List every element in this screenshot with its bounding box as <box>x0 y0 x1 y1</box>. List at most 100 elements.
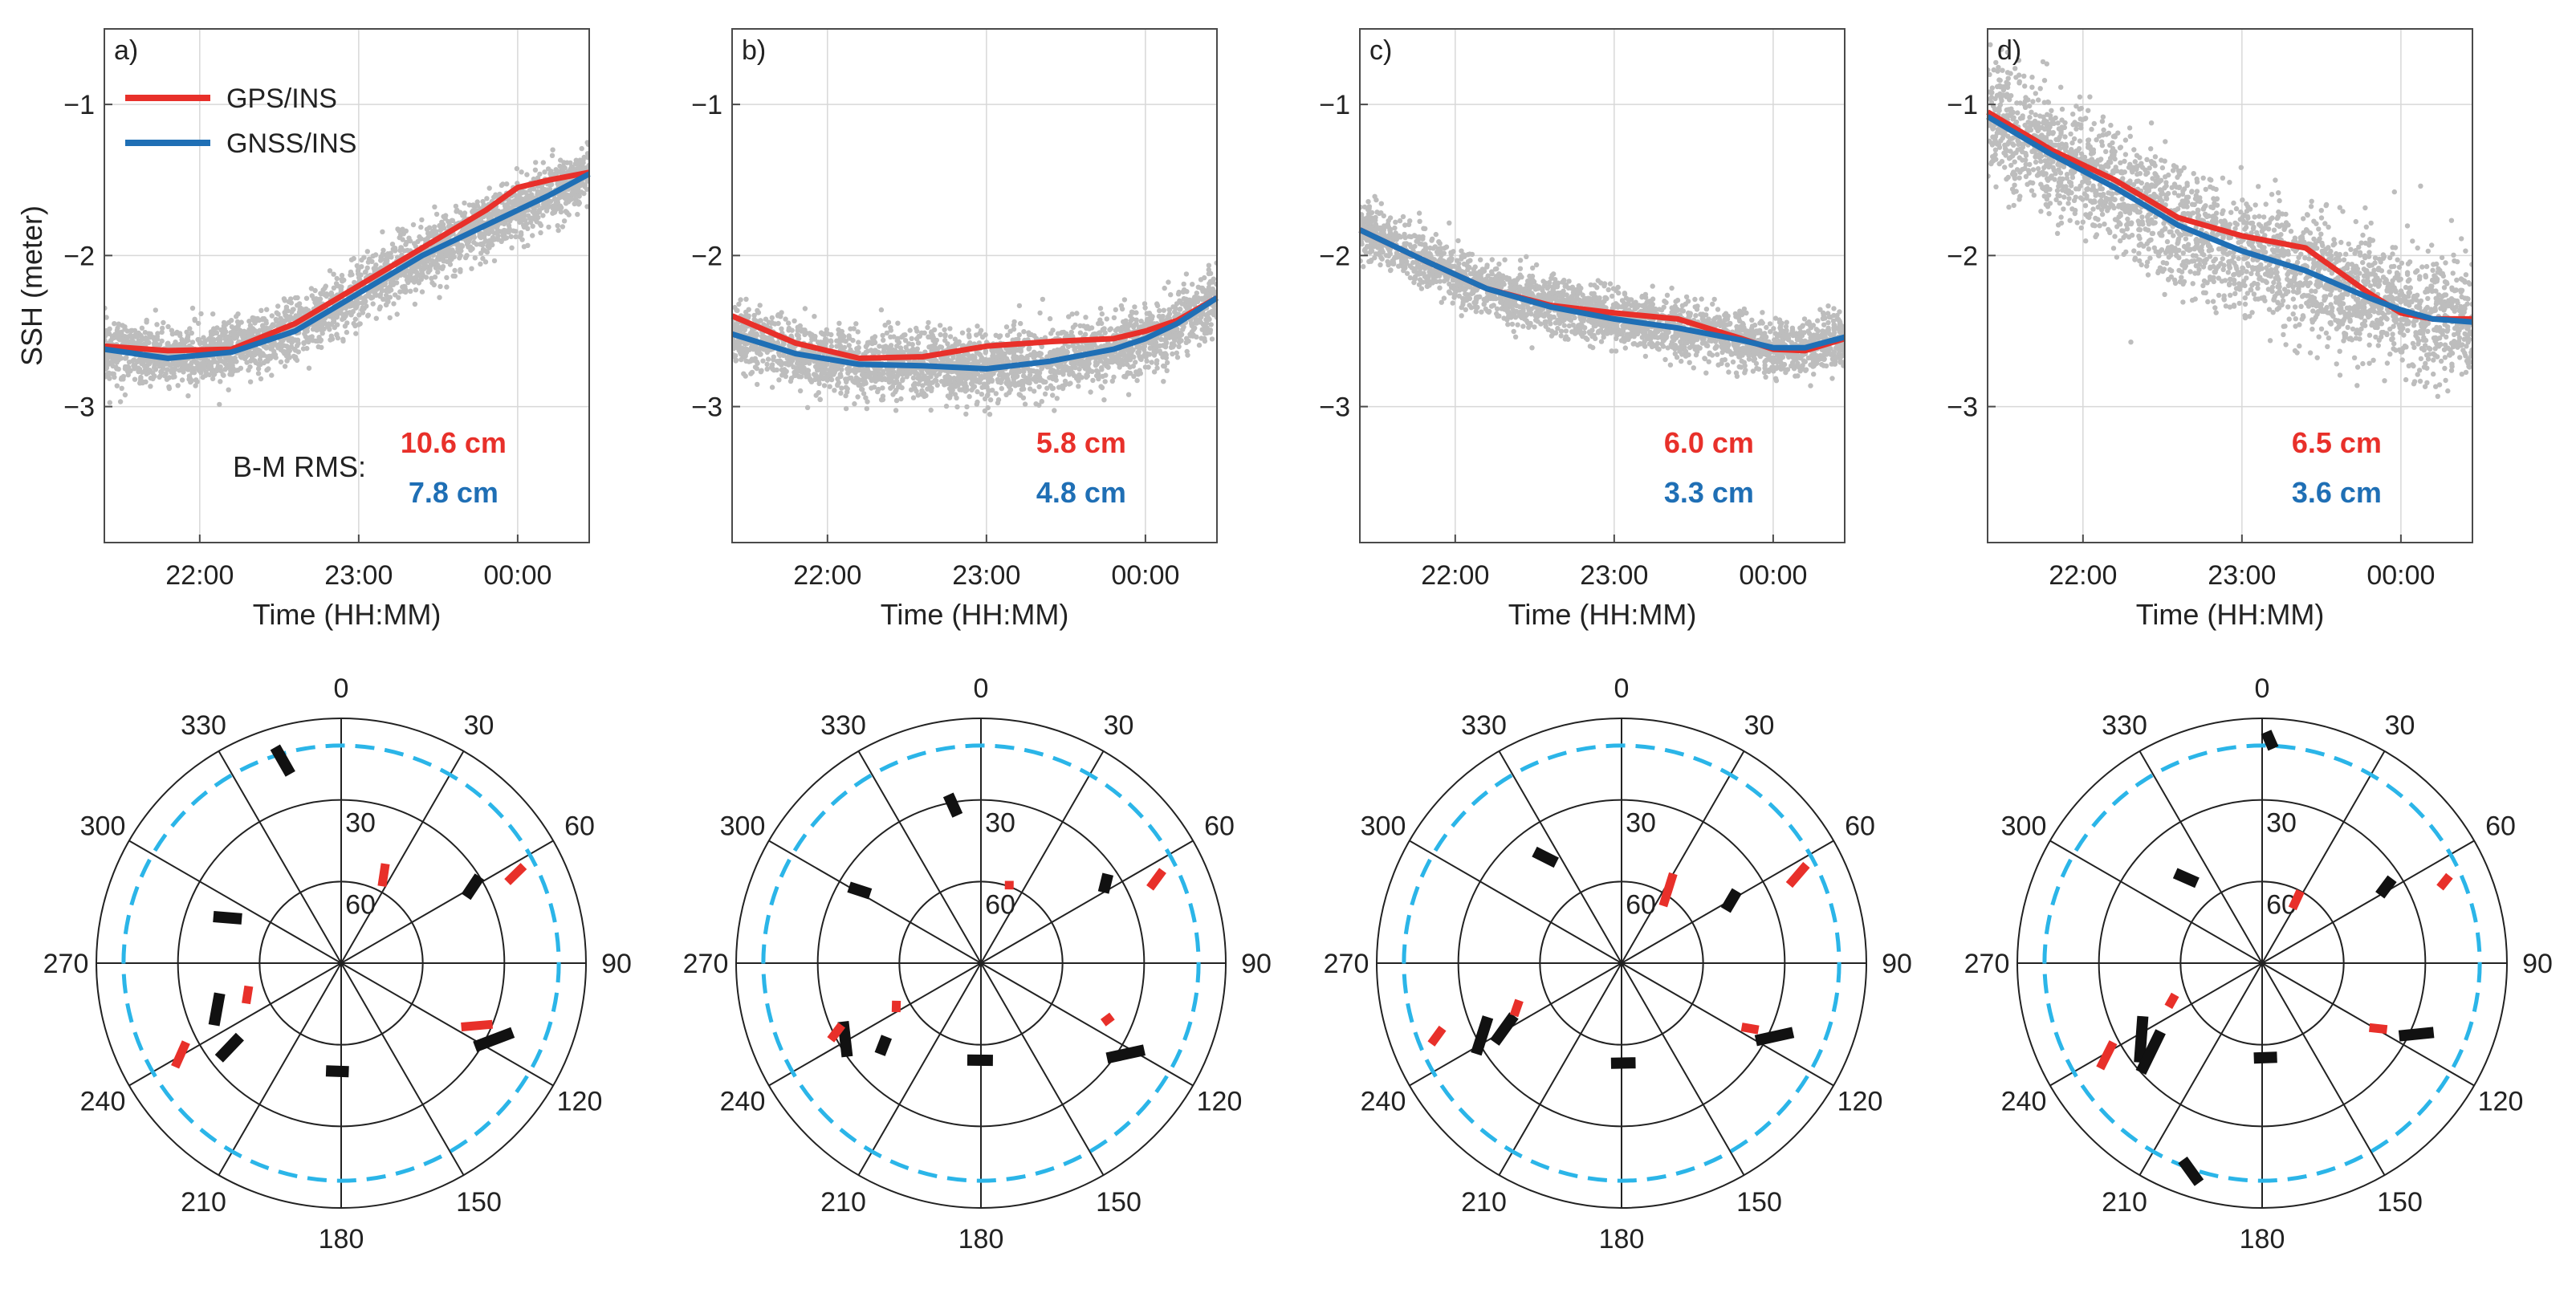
raw-ssh-point <box>282 298 287 303</box>
raw-ssh-point <box>839 367 844 372</box>
raw-ssh-point <box>910 342 915 348</box>
raw-ssh-point <box>834 338 840 344</box>
raw-ssh-point <box>507 226 512 232</box>
raw-ssh-point <box>948 383 954 388</box>
raw-ssh-point <box>999 357 1004 364</box>
raw-ssh-point <box>811 349 816 356</box>
raw-ssh-point <box>812 314 817 319</box>
raw-ssh-point <box>189 330 194 336</box>
raw-ssh-point <box>853 321 859 327</box>
raw-ssh-point <box>1052 408 1057 413</box>
raw-ssh-point <box>1102 330 1108 335</box>
raw-ssh-point <box>930 338 936 344</box>
raw-ssh-point <box>527 188 533 193</box>
raw-ssh-point <box>859 386 865 392</box>
raw-ssh-point <box>1117 326 1122 332</box>
raw-ssh-point <box>1001 372 1007 377</box>
raw-ssh-point <box>1206 270 1212 277</box>
raw-ssh-point <box>107 400 112 405</box>
raw-ssh-point <box>210 376 216 382</box>
raw-ssh-point <box>749 369 755 376</box>
raw-ssh-point <box>1147 345 1153 352</box>
raw-ssh-point <box>1054 396 1060 401</box>
raw-ssh-point <box>462 200 467 206</box>
raw-ssh-point <box>783 373 788 380</box>
raw-ssh-point <box>252 358 258 364</box>
raw-ssh-point <box>863 395 869 401</box>
raw-ssh-point <box>425 230 431 237</box>
raw-ssh-point <box>152 362 157 368</box>
raw-ssh-point <box>238 365 244 371</box>
raw-ssh-point <box>848 347 853 353</box>
raw-ssh-point <box>166 384 172 390</box>
raw-ssh-point <box>246 368 251 373</box>
raw-ssh-point <box>104 355 110 360</box>
raw-ssh-point <box>264 344 270 350</box>
raw-ssh-point <box>735 307 740 314</box>
series-panel-2: 22:00 23:00 00:00−1−2−3b)Time (HH:MM)5.8 c… <box>691 28 1219 631</box>
raw-ssh-point <box>779 310 784 315</box>
raw-ssh-point <box>419 289 425 295</box>
raw-ssh-point <box>457 255 462 261</box>
raw-ssh-point <box>1207 330 1213 335</box>
raw-ssh-point <box>113 364 119 370</box>
raw-ssh-point <box>979 392 985 397</box>
axes-frame <box>104 28 590 543</box>
raw-ssh-point <box>140 380 145 386</box>
raw-ssh-point <box>1102 360 1108 366</box>
raw-ssh-point <box>938 323 943 328</box>
raw-ssh-point <box>211 372 217 378</box>
raw-ssh-point <box>419 217 425 223</box>
raw-ssh-point <box>988 361 994 367</box>
raw-ssh-point <box>339 272 345 279</box>
raw-ssh-point <box>585 141 589 148</box>
raw-ssh-point <box>340 277 346 283</box>
raw-ssh-point <box>1171 342 1177 348</box>
raw-ssh-point <box>774 367 779 373</box>
raw-ssh-point <box>1085 356 1092 362</box>
raw-ssh-point <box>196 320 201 327</box>
raw-ssh-point <box>550 147 555 152</box>
raw-ssh-point <box>920 376 926 382</box>
raw-ssh-point <box>925 324 930 331</box>
x-tick-label: 00:00 <box>483 560 551 591</box>
raw-ssh-point <box>999 385 1005 392</box>
raw-ssh-point <box>943 403 950 409</box>
raw-ssh-point <box>132 376 138 382</box>
raw-ssh-point <box>315 324 320 331</box>
raw-ssh-point <box>974 332 979 338</box>
raw-ssh-point <box>909 387 914 392</box>
raw-ssh-point <box>820 331 825 337</box>
raw-ssh-point <box>796 333 801 339</box>
raw-ssh-point <box>909 335 914 341</box>
raw-ssh-point <box>365 259 372 265</box>
raw-ssh-point <box>1177 298 1182 303</box>
raw-ssh-point <box>742 327 747 333</box>
raw-ssh-point <box>108 360 115 366</box>
raw-ssh-point <box>177 368 182 373</box>
raw-ssh-point <box>575 211 580 218</box>
raw-ssh-point <box>181 369 186 375</box>
raw-ssh-point <box>828 344 835 349</box>
raw-ssh-point <box>420 270 425 277</box>
raw-ssh-point <box>134 334 140 340</box>
raw-ssh-point <box>117 399 124 405</box>
raw-ssh-point <box>884 330 890 336</box>
raw-ssh-point <box>880 385 885 391</box>
raw-ssh-point <box>1085 323 1090 329</box>
raw-ssh-point <box>945 393 951 399</box>
raw-ssh-point <box>836 320 842 326</box>
raw-ssh-point <box>1206 266 1212 273</box>
raw-ssh-point <box>757 318 763 323</box>
raw-ssh-point <box>210 331 215 337</box>
raw-ssh-point <box>525 213 531 218</box>
raw-ssh-point <box>387 295 393 300</box>
raw-ssh-point <box>1130 347 1136 353</box>
raw-ssh-point <box>238 352 245 358</box>
raw-ssh-point <box>150 376 156 382</box>
raw-ssh-point <box>954 395 959 401</box>
raw-ssh-point <box>1151 369 1158 375</box>
raw-ssh-point <box>458 248 464 254</box>
raw-ssh-point <box>349 271 355 278</box>
